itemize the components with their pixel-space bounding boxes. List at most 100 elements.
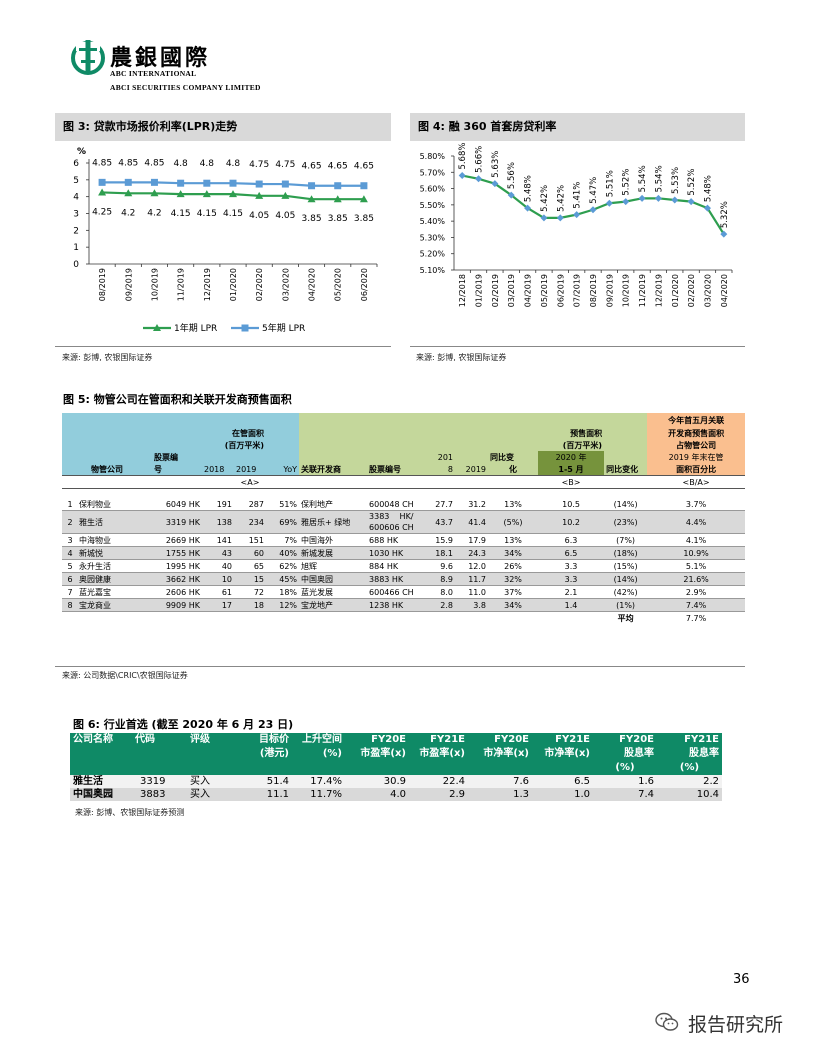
fig3-source: 来源: 彭博, 农银国际证券 — [62, 353, 153, 362]
fig3-data-label: 4.2 — [121, 208, 135, 218]
fig5-cell-dev-ticker: 1030 HK — [367, 546, 423, 560]
fig5-cell-company-name: 奥园健康 — [79, 574, 111, 584]
page-number: 36 — [733, 972, 750, 987]
fig5-cell-d2018: 2.8 — [422, 598, 456, 612]
fig3-ytick-label: 1 — [73, 243, 79, 253]
fig3-data-label: 4.15 — [223, 209, 243, 219]
fig3-data-label: 4.15 — [197, 209, 217, 219]
fig3-ylabel: % — [77, 147, 86, 157]
fig6-cell: 1.0 — [532, 788, 593, 801]
fig3-ytick-label: 6 — [73, 159, 79, 169]
fig3-xtick-label: 06/2020 — [360, 268, 369, 301]
fig5-cell-yoy: 7% — [266, 533, 300, 547]
fig5-cell-ticker: 3662 HK — [152, 572, 202, 586]
fig5-cell-company-name: 中海物业 — [79, 535, 111, 545]
fig5-cell-d2018: 9.6 — [422, 559, 456, 573]
fig5-cell-no: 5 — [67, 561, 73, 571]
fig5-cell-dev: 蓝光发展 — [299, 585, 368, 599]
fig6-cell: 3319 — [132, 775, 187, 788]
fig3-xtick-label: 05/2020 — [334, 268, 343, 301]
fig4-xtick-label: 12/2018 — [458, 274, 467, 307]
fig3-legend-label-5y: 5年期 LPR — [262, 322, 305, 334]
fig6-header-cell: 公司名称 — [70, 733, 132, 775]
fig6-header-cell: 代码 — [132, 733, 187, 775]
fig5-cell-company: 3 中海物业 — [62, 533, 152, 547]
fig4-data-label: 5.52% — [622, 169, 632, 196]
fig6-table: 公司名称 代码 评级 目标价 (港元) 上升空间 (%) FY20E 市盈率(x) FY21E 市盈… — [70, 733, 722, 801]
fig6-header-line: FY21E — [430, 734, 465, 745]
fig3-point-5y — [124, 178, 132, 186]
fig4-point — [671, 196, 679, 204]
fig5-cell-d2018: 43.7 — [422, 510, 456, 534]
fig5-cell-d2019: 17.9 — [455, 533, 489, 547]
fig4-ytick-label: 5.40% — [420, 217, 446, 226]
fig5-cell-ticker: 3319 HK — [152, 510, 202, 534]
fig4-point — [654, 194, 662, 202]
fig3-data-label: 4.2 — [147, 208, 161, 218]
fig4-xtick-label: 12/2019 — [654, 274, 663, 307]
fig6-cell: 买入 — [187, 775, 237, 788]
fig6-header-cell: FY21E 市盈率(x) — [409, 733, 468, 775]
fig6-cell: 3883 — [132, 788, 187, 801]
fig5-cell-a2018: 61 — [202, 585, 234, 599]
fig5-col-ytd: 2020 年 — [538, 451, 605, 463]
fig5-hdr-managed: 在管面积 — [62, 427, 266, 439]
fig5-col-dyoy-2: 化 — [488, 463, 539, 476]
fig5-cell-dev: 中国奥园 — [299, 572, 368, 586]
fig6-cell: 17.4% — [292, 775, 345, 788]
fig3-point-5y — [203, 179, 211, 187]
fig5-mark-ba: <B/A> — [682, 477, 710, 487]
fig5-hdr-ratio-2: 开发商预售面积 — [647, 427, 746, 439]
fig3-point-1y — [359, 195, 368, 203]
fig5-cell-a2019: 151 — [234, 533, 266, 547]
fig3-point-1y — [333, 195, 342, 203]
fig5-cell-ytd-yoy: (1%) — [604, 598, 648, 612]
fig5-cell-a2018: 141 — [202, 533, 234, 547]
fig5-cell-ytd: 6.5 — [538, 546, 605, 560]
fig5-hdr-managed-unit: (百万平米) — [62, 439, 266, 451]
brand-company-name: ABCI SECURITIES COMPANY LIMITED — [110, 83, 261, 92]
fig4-source: 来源: 彭博, 农银国际证券 — [416, 353, 507, 362]
fig5-cell-dev-ticker-line2: 600606 CH — [369, 523, 414, 532]
fig5-cell-dev: 旭辉 — [299, 559, 368, 573]
fig5-cell-yoy: 45% — [266, 572, 300, 586]
fig5-cell-ticker: 6049 HK — [152, 498, 202, 511]
fig4-data-label: 5.63% — [491, 151, 501, 178]
fig5-cell-yoy: 18% — [266, 585, 300, 599]
fig5-cell-ratio: 7.4% — [647, 598, 746, 612]
fig4-point — [475, 175, 483, 183]
fig4-data-label: 5.53% — [671, 167, 681, 194]
fig4-data-label: 5.47% — [589, 177, 599, 204]
fig3-chart: % 0 1 2 3 4 5 6 08/2019 09/2019 10/2019 11/2019 12/2… — [73, 147, 378, 334]
fig3-legend-marker-1y — [153, 324, 161, 331]
fig5-cell-d2019: 11.7 — [455, 572, 489, 586]
fig4-ytick-label: 5.20% — [420, 250, 446, 259]
fig4-point — [491, 180, 499, 188]
fig5-col-company: 物管公司 — [62, 463, 152, 476]
fig5-cell-dev-ticker: 688 HK — [367, 533, 423, 547]
fig5-cell-ratio: 5.1% — [647, 559, 746, 573]
fig4-xtick-label: 04/2019 — [524, 274, 533, 307]
fig5-row: 5 永升生活 1995 HK 40 65 62% 旭辉 884 HK 9.6 12.0 26% 3.3… — [62, 559, 746, 573]
fig6-cell: 11.1 — [237, 788, 292, 801]
fig5-cell-d2018: 8.0 — [422, 585, 456, 599]
fig6-header-line: FY21E — [555, 734, 590, 745]
fig3-rule — [55, 346, 391, 347]
fig4-xtick-label: 08/2019 — [589, 274, 598, 307]
fig5-cell-dev: 宝龙地产 — [299, 598, 368, 612]
fig3-data-label: 4.05 — [275, 211, 295, 221]
fig3-legend-marker-5y — [241, 324, 249, 332]
fig6-header-cell: FY20E 市净率(x) — [468, 733, 532, 775]
fig5-col-ticker: 股票编 — [152, 451, 202, 463]
fig6-header-line: FY21E — [684, 734, 719, 745]
fig6-cell: 买入 — [187, 788, 237, 801]
fig5-cell-no: 8 — [67, 600, 73, 610]
fig5-row: 2 雅生活 3319 HK 138 234 69% 雅居乐+ 绿地 3383 HK/60060… — [62, 510, 746, 534]
fig3-ytick-label: 4 — [73, 193, 79, 203]
fig3-data-label: 4.75 — [275, 160, 295, 170]
fig5-cell-company: 7 蓝光嘉宝 — [62, 585, 152, 599]
fig5-col-developer: 关联开发商 — [299, 463, 368, 476]
fig5-cell-dyoy: 13% — [488, 498, 539, 511]
fig3-legend-label-1y: 1年期 LPR — [174, 322, 217, 334]
fig5-col-d2019: 2019 — [455, 463, 489, 476]
